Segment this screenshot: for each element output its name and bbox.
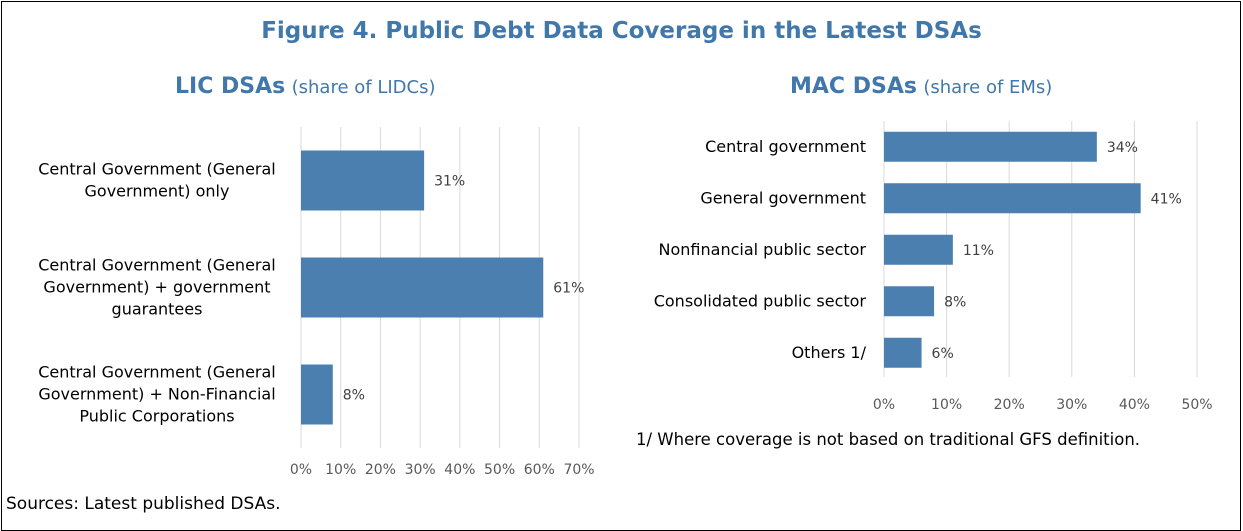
category-label: Central government: [705, 137, 866, 156]
mac-panel-title: MAC DSAs (share of EMs): [790, 74, 1052, 99]
x-tick-label: 30%: [1056, 397, 1087, 413]
x-tick-label: 50%: [1181, 397, 1212, 413]
mac-title-main: MAC DSAs: [790, 74, 917, 99]
category-label: Central Government (General: [38, 160, 276, 179]
x-tick-label: 60%: [524, 462, 555, 478]
category-label: Public Corporations: [79, 407, 234, 426]
value-label: 11%: [963, 243, 994, 259]
footnote: 1/ Where coverage is not based on tradit…: [636, 430, 1141, 449]
value-label: 8%: [944, 294, 966, 310]
bar: [884, 183, 1141, 214]
x-tick-label: 0%: [290, 462, 312, 478]
bar: [884, 234, 953, 265]
category-label: Government) + government: [43, 278, 270, 297]
x-tick-label: 20%: [994, 397, 1025, 413]
category-label: Government) + Non-Financial: [38, 385, 275, 404]
bar: [884, 131, 1097, 162]
category-label: Government) only: [85, 182, 230, 201]
bar: [301, 150, 425, 211]
value-label: 8%: [343, 388, 365, 404]
x-tick-label: 40%: [1119, 397, 1150, 413]
value-label: 41%: [1151, 191, 1182, 207]
category-label: General government: [700, 188, 866, 207]
category-label: Central Government (General: [38, 363, 276, 382]
value-label: 6%: [932, 346, 954, 362]
lic-title-sub: (share of LIDCs): [291, 77, 436, 98]
category-label: Nonfinancial public sector: [659, 240, 867, 259]
x-tick-label: 20%: [365, 462, 396, 478]
figure-title: Figure 4. Public Debt Data Coverage in t…: [261, 18, 982, 44]
bar: [884, 286, 935, 317]
category-label: guarantees: [112, 300, 203, 319]
x-tick-label: 70%: [563, 462, 594, 478]
bar: [884, 337, 922, 368]
value-label: 34%: [1107, 140, 1138, 156]
lic-title-main: LIC DSAs: [175, 74, 286, 99]
category-label: Others 1/: [792, 343, 867, 362]
x-tick-label: 40%: [444, 462, 475, 478]
x-tick-label: 30%: [405, 462, 436, 478]
x-tick-label: 10%: [325, 462, 356, 478]
source-note: Sources: Latest published DSAs.: [6, 494, 281, 514]
value-label: 61%: [553, 281, 584, 297]
value-label: 31%: [434, 174, 465, 190]
bar: [301, 364, 333, 425]
x-tick-label: 50%: [484, 462, 515, 478]
category-label: Consolidated public sector: [654, 291, 867, 310]
lic-panel-title: LIC DSAs (share of LIDCs): [175, 74, 436, 99]
charts-canvas: 0% 10% 20% 30% 40% 50% 60% 70% 31% Central Govern…: [38, 121, 1213, 478]
category-label: Central Government (General: [38, 256, 276, 275]
x-tick-label: 10%: [931, 397, 962, 413]
x-tick-label: 0%: [873, 397, 895, 413]
mac-title-sub: (share of EMs): [923, 77, 1053, 98]
bar: [301, 257, 544, 318]
